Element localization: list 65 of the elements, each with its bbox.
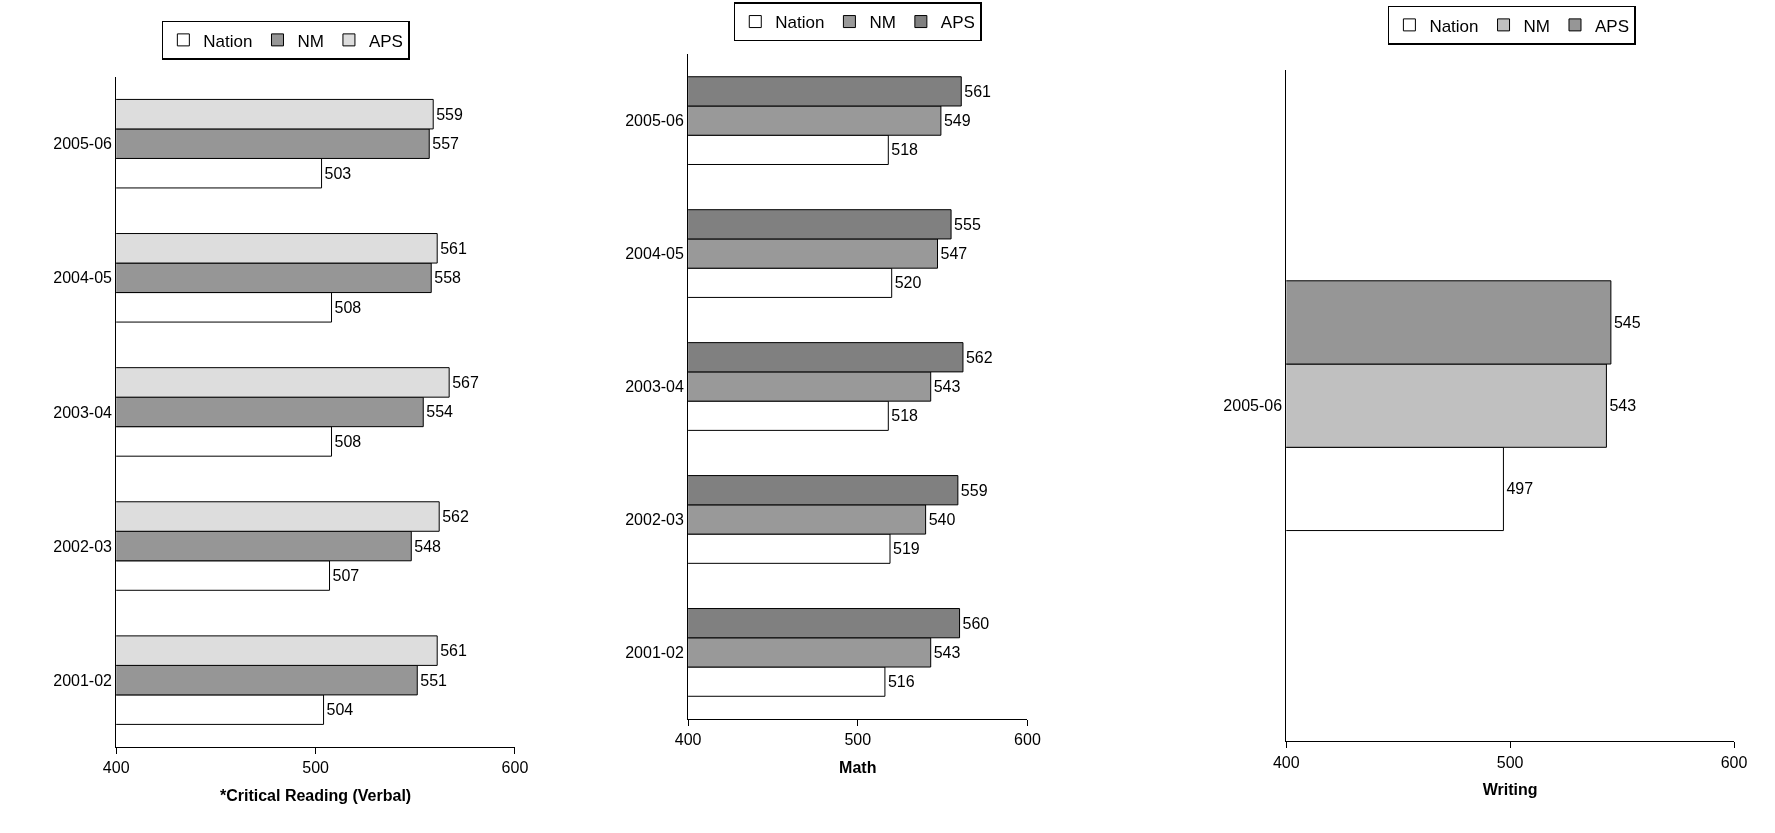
data-label: 508 bbox=[334, 432, 362, 450]
data-label: 555 bbox=[954, 215, 981, 233]
data-label: 540 bbox=[928, 510, 956, 528]
x-tick-label: 400 bbox=[674, 731, 702, 749]
data-label: 551 bbox=[420, 671, 448, 689]
x-tick-label: 500 bbox=[844, 731, 872, 749]
y-tick-label: 2003-04 bbox=[625, 378, 685, 396]
data-label: 503 bbox=[324, 164, 352, 182]
x-tick-label: 600 bbox=[1720, 753, 1748, 771]
x-tick-label: 500 bbox=[1496, 753, 1524, 771]
data-label: 543 bbox=[1609, 397, 1637, 415]
data-label: 559 bbox=[436, 105, 464, 123]
x-tick-label: 500 bbox=[302, 759, 330, 777]
x-axis-title: Writing bbox=[1482, 781, 1538, 799]
data-label: 559 bbox=[960, 481, 988, 499]
data-label: 562 bbox=[442, 508, 469, 526]
y-tick-label: 2004-05 bbox=[53, 269, 113, 287]
data-label: 497 bbox=[1506, 480, 1534, 498]
legend-label: NM bbox=[297, 31, 324, 51]
y-tick-label: 2004-05 bbox=[625, 245, 685, 263]
data-label: 561 bbox=[440, 239, 467, 257]
legend-label: Nation bbox=[1429, 16, 1479, 36]
y-tick-label: 2001-02 bbox=[625, 644, 685, 662]
legend-label: APS bbox=[940, 13, 975, 33]
y-tick-label: 2002-03 bbox=[625, 511, 685, 529]
y-tick-label: 2005-06 bbox=[53, 135, 113, 153]
y-tick-label: 2005-06 bbox=[625, 112, 685, 130]
data-label: 508 bbox=[334, 298, 362, 316]
x-tick-label: 600 bbox=[1014, 731, 1041, 749]
data-label: 518 bbox=[891, 407, 919, 425]
data-label: 560 bbox=[962, 614, 990, 632]
data-label: 543 bbox=[933, 378, 961, 396]
data-label: 547 bbox=[940, 245, 968, 263]
x-tick-label: 600 bbox=[501, 759, 529, 777]
data-label: 557 bbox=[432, 135, 460, 153]
legend-label: Nation bbox=[775, 13, 825, 33]
legend-label: Nation bbox=[203, 31, 253, 51]
data-label: 548 bbox=[414, 537, 442, 555]
data-label: 543 bbox=[933, 643, 961, 661]
y-tick-label: 2002-03 bbox=[53, 537, 113, 555]
y-tick-label: 2003-04 bbox=[53, 403, 113, 421]
x-axis-title: Math bbox=[839, 758, 877, 776]
data-label: 519 bbox=[893, 540, 920, 558]
data-label: 567 bbox=[452, 373, 479, 391]
y-tick-label: 2001-02 bbox=[53, 671, 113, 689]
legend-label: APS bbox=[1594, 16, 1630, 36]
legend-label: NM bbox=[1523, 16, 1550, 36]
data-label: 561 bbox=[440, 642, 467, 660]
data-label: 562 bbox=[965, 348, 993, 366]
data-label: 520 bbox=[894, 274, 922, 292]
data-label: 549 bbox=[943, 112, 971, 130]
data-label: 545 bbox=[1613, 313, 1641, 331]
data-label: 558 bbox=[434, 269, 462, 287]
x-axis-title: *Critical Reading (Verbal) bbox=[219, 787, 412, 805]
data-label: 516 bbox=[887, 673, 915, 691]
data-label: 507 bbox=[332, 567, 360, 585]
data-label: 554 bbox=[426, 403, 454, 421]
data-label: 561 bbox=[964, 82, 992, 100]
x-tick-label: 400 bbox=[102, 759, 130, 777]
data-label: 504 bbox=[326, 701, 354, 719]
legend-label: APS bbox=[368, 31, 403, 51]
data-label: 518 bbox=[891, 141, 919, 159]
x-tick-label: 400 bbox=[1272, 753, 1300, 771]
legend-label: NM bbox=[869, 13, 896, 33]
y-tick-label: 2005-06 bbox=[1223, 397, 1283, 415]
